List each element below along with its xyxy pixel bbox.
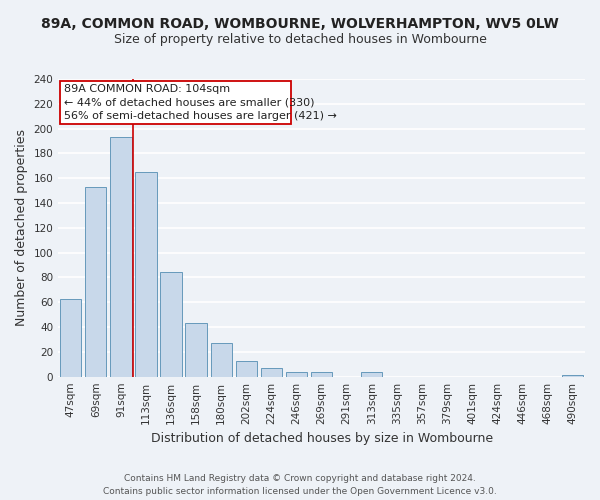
Bar: [311, 372, 332, 376]
Bar: [236, 360, 257, 376]
Bar: [261, 368, 282, 376]
FancyBboxPatch shape: [60, 82, 291, 124]
Text: 89A COMMON ROAD: 104sqm: 89A COMMON ROAD: 104sqm: [64, 84, 230, 94]
Bar: [211, 343, 232, 376]
Bar: [136, 172, 157, 376]
Y-axis label: Number of detached properties: Number of detached properties: [15, 130, 28, 326]
Bar: [160, 272, 182, 376]
Bar: [60, 298, 82, 376]
Text: 56% of semi-detached houses are larger (421) →: 56% of semi-detached houses are larger (…: [64, 111, 337, 121]
Text: Contains HM Land Registry data © Crown copyright and database right 2024.: Contains HM Land Registry data © Crown c…: [124, 474, 476, 483]
Text: Size of property relative to detached houses in Wombourne: Size of property relative to detached ho…: [113, 32, 487, 46]
Text: 89A, COMMON ROAD, WOMBOURNE, WOLVERHAMPTON, WV5 0LW: 89A, COMMON ROAD, WOMBOURNE, WOLVERHAMPT…: [41, 18, 559, 32]
Bar: [85, 187, 106, 376]
Bar: [185, 324, 207, 376]
Bar: [361, 372, 382, 376]
Text: Contains public sector information licensed under the Open Government Licence v3: Contains public sector information licen…: [103, 486, 497, 496]
Bar: [286, 372, 307, 376]
Text: ← 44% of detached houses are smaller (330): ← 44% of detached houses are smaller (33…: [64, 98, 314, 108]
X-axis label: Distribution of detached houses by size in Wombourne: Distribution of detached houses by size …: [151, 432, 493, 445]
Bar: [110, 138, 131, 376]
